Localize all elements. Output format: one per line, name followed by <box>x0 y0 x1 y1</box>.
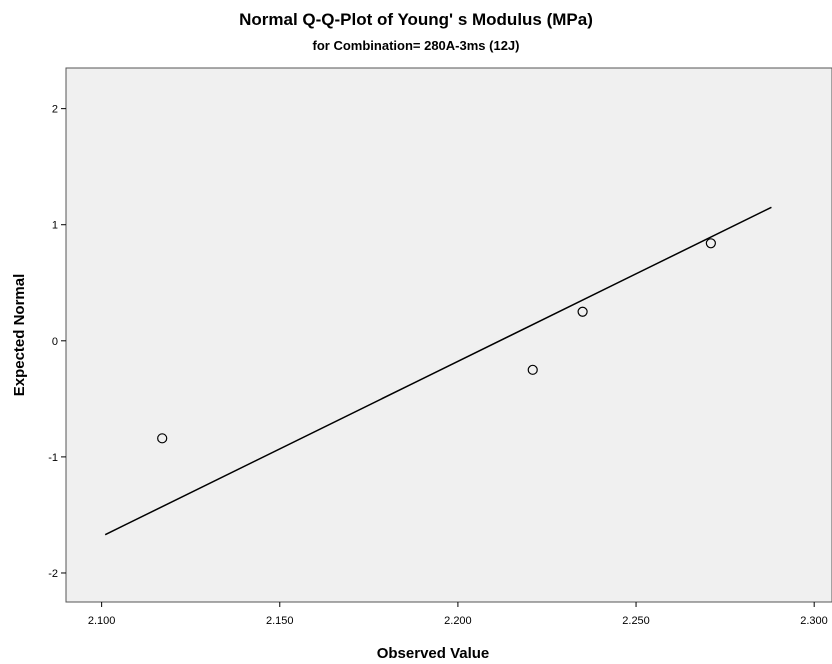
y-axis: 2 1 0 -1 -2 <box>48 104 66 580</box>
reference-line <box>104 206 772 536</box>
x-tick-label: 2.150 <box>266 615 294 627</box>
x-axis-title: Observed Value <box>377 645 490 662</box>
data-point <box>705 238 716 249</box>
y-tick-label: -1 <box>48 452 58 464</box>
y-tick-label: 2 <box>52 104 58 116</box>
x-tick-label: 2.250 <box>622 615 650 627</box>
x-axis: 2.100 2.150 2.200 2.250 2.300 <box>88 602 828 627</box>
chart-title: Normal Q-Q-Plot of Young' s Modulus (MPa… <box>239 10 593 29</box>
data-point <box>577 306 588 317</box>
y-tick-label: 1 <box>52 220 58 232</box>
x-tick-label: 2.200 <box>444 615 472 627</box>
x-tick-label: 2.100 <box>88 615 116 627</box>
data-point <box>527 364 538 375</box>
y-tick-label: -2 <box>48 568 58 580</box>
y-axis-title: Expected Normal <box>11 274 28 397</box>
data-point <box>157 433 168 444</box>
x-tick-label: 2.300 <box>800 615 828 627</box>
y-tick-label: 0 <box>52 336 58 348</box>
plot-area <box>65 67 832 603</box>
chart-subtitle: for Combination= 280A-3ms (12J) <box>312 38 520 53</box>
data-points <box>157 238 716 444</box>
